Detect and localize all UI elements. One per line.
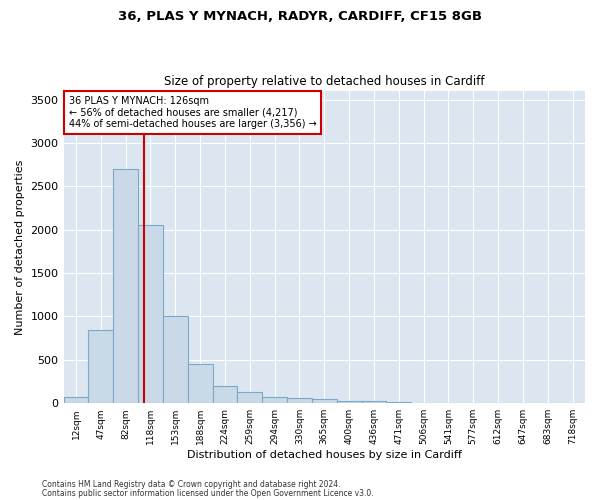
- Text: 36 PLAS Y MYNACH: 126sqm
← 56% of detached houses are smaller (4,217)
44% of sem: 36 PLAS Y MYNACH: 126sqm ← 56% of detach…: [69, 96, 317, 129]
- Bar: [188, 364, 212, 403]
- Bar: [386, 402, 411, 403]
- Bar: [287, 398, 312, 403]
- Bar: [64, 396, 88, 403]
- Bar: [212, 386, 238, 403]
- Bar: [88, 330, 113, 403]
- Bar: [362, 401, 386, 403]
- Bar: [262, 397, 287, 403]
- Bar: [113, 169, 138, 403]
- Text: Contains HM Land Registry data © Crown copyright and database right 2024.: Contains HM Land Registry data © Crown c…: [42, 480, 341, 489]
- X-axis label: Distribution of detached houses by size in Cardiff: Distribution of detached houses by size …: [187, 450, 462, 460]
- Text: Contains public sector information licensed under the Open Government Licence v3: Contains public sector information licen…: [42, 488, 374, 498]
- Bar: [238, 392, 262, 403]
- Text: 36, PLAS Y MYNACH, RADYR, CARDIFF, CF15 8GB: 36, PLAS Y MYNACH, RADYR, CARDIFF, CF15 …: [118, 10, 482, 23]
- Bar: [138, 226, 163, 403]
- Title: Size of property relative to detached houses in Cardiff: Size of property relative to detached ho…: [164, 76, 485, 88]
- Bar: [163, 316, 188, 403]
- Bar: [312, 399, 337, 403]
- Bar: [337, 400, 362, 403]
- Y-axis label: Number of detached properties: Number of detached properties: [15, 160, 25, 335]
